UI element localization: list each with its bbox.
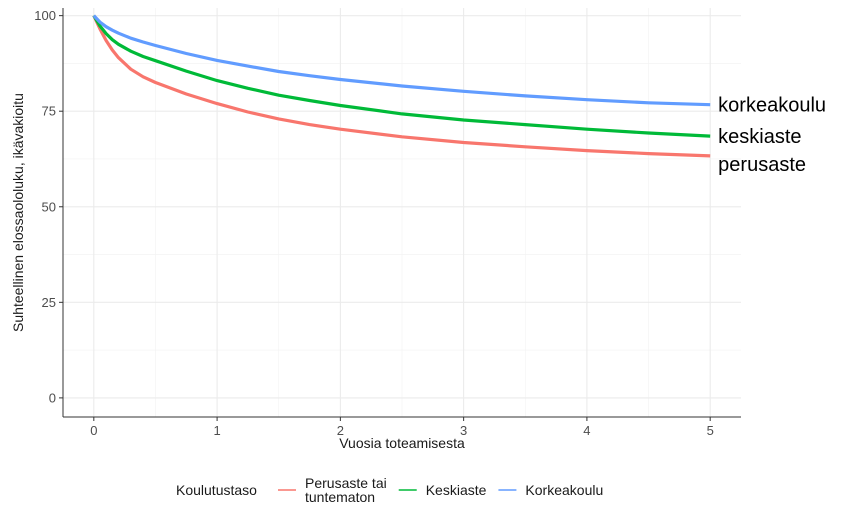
- x-axis-title: Vuosia toteamisesta: [339, 435, 465, 451]
- end-labels: perusaste keskiaste korkeakoulu: [718, 95, 826, 176]
- series-lines: [92, 14, 711, 158]
- y-tick-label: 25: [42, 295, 56, 310]
- grid-lines: [63, 8, 741, 417]
- x-tick-label: 2: [337, 423, 344, 438]
- x-tick-label: 4: [583, 423, 590, 438]
- y-tick-label: 75: [42, 104, 56, 119]
- y-tick-label: 100: [34, 8, 56, 23]
- legend-label: Korkeakoulu: [525, 482, 603, 498]
- x-tick-label: 1: [213, 423, 220, 438]
- series-end-label: keskiaste: [718, 126, 801, 148]
- series-end-label: korkeakoulu: [718, 95, 826, 117]
- x-tick-label: 0: [90, 423, 97, 438]
- series-line: [92, 14, 711, 138]
- y-tick-label: 0: [49, 390, 56, 405]
- x-tick-label: 3: [460, 423, 467, 438]
- y-axis-title: Suhteellinen elossaololuku, ikävakioitu: [10, 93, 26, 332]
- legend-label: Perusaste tai: [305, 475, 387, 491]
- legend-label: Keskiaste: [426, 482, 487, 498]
- x-tick-label: 5: [707, 423, 714, 438]
- legend-title: Koulutustaso: [176, 482, 257, 498]
- series-line: [92, 14, 711, 158]
- legend-label: tuntematon: [305, 489, 375, 505]
- series-end-label: perusaste: [718, 154, 806, 176]
- y-tick-label: 50: [42, 199, 56, 214]
- series-line: [92, 14, 711, 107]
